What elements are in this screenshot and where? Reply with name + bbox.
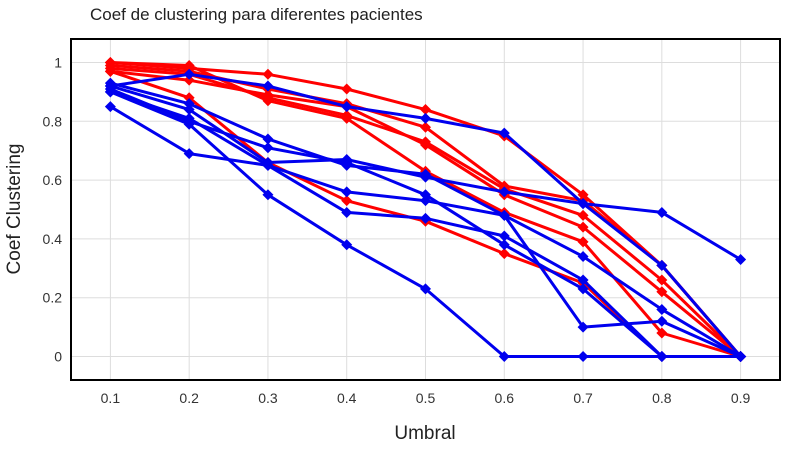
x-tick-labels: 0.1 0.2 0.3 0.4 0.5 0.6 0.7 0.8 0.9 — [101, 390, 751, 406]
data-point-marker — [341, 83, 353, 95]
y-axis-label: Coef Clustering — [4, 144, 25, 275]
data-point-marker — [577, 198, 589, 210]
data-point-marker — [104, 80, 116, 92]
x-tick-label: 0.5 — [416, 390, 436, 406]
x-axis-label: Umbral — [394, 423, 455, 444]
grid — [71, 39, 780, 380]
data-point-marker — [577, 283, 589, 295]
data-point-marker — [341, 101, 353, 113]
data-point-marker — [341, 206, 353, 218]
data-point-marker — [420, 121, 431, 133]
data-point-marker — [262, 189, 274, 201]
data-point-marker — [183, 59, 195, 71]
data-point-marker — [498, 239, 510, 251]
data-point-marker — [341, 195, 353, 207]
data-point-marker — [656, 327, 668, 339]
x-tick-label: 0.4 — [337, 390, 357, 406]
data-point-marker — [420, 171, 431, 183]
data-point-marker — [262, 142, 274, 154]
data-point-marker — [577, 350, 589, 362]
data-point-marker — [341, 112, 353, 124]
data-point-marker — [341, 154, 353, 166]
data-point-marker — [498, 350, 510, 362]
series-blue-13 — [104, 86, 747, 362]
data-point-marker — [498, 209, 510, 221]
y-tick-labels: 0 0.2 0.4 0.6 0.8 1 — [43, 55, 63, 365]
data-point-marker — [656, 303, 668, 315]
data-point-marker — [498, 248, 510, 260]
data-point-marker — [577, 236, 589, 248]
data-point-marker — [577, 251, 589, 263]
data-point-marker — [183, 68, 195, 80]
data-point-marker — [104, 101, 116, 113]
data-point-marker — [735, 253, 747, 265]
data-point-marker — [341, 239, 353, 251]
data-point-marker — [420, 112, 431, 124]
y-tick-label: 0.8 — [43, 113, 63, 129]
data-point-marker — [262, 156, 274, 168]
data-point-marker — [656, 315, 668, 327]
data-point-marker — [420, 212, 431, 224]
data-point-marker — [577, 321, 589, 333]
data-point-marker — [498, 186, 510, 198]
data-point-marker — [262, 89, 274, 101]
data-point-marker — [183, 74, 195, 86]
data-point-marker — [183, 118, 195, 130]
data-point-marker — [656, 286, 668, 298]
data-point-marker — [183, 92, 195, 104]
x-tick-label: 0.7 — [573, 390, 593, 406]
y-tick-label: 0 — [54, 348, 62, 364]
series-layer — [104, 57, 747, 362]
x-tick-label: 0.2 — [179, 390, 199, 406]
data-point-marker — [262, 80, 274, 92]
data-point-marker — [577, 221, 589, 233]
plot-frame — [70, 38, 781, 381]
data-point-marker — [420, 189, 431, 201]
y-tick-label: 0.2 — [43, 290, 63, 306]
y-tick-label: 0.6 — [43, 172, 63, 188]
data-point-marker — [656, 206, 668, 218]
data-point-marker — [104, 57, 116, 69]
data-point-marker — [183, 112, 195, 124]
y-tick-label: 0.4 — [43, 231, 63, 247]
data-point-marker — [577, 274, 589, 286]
data-point-marker — [183, 148, 195, 160]
x-tick-label: 0.1 — [101, 390, 121, 406]
data-point-marker — [183, 98, 195, 110]
data-point-marker — [420, 104, 431, 116]
data-point-marker — [183, 104, 195, 116]
data-point-marker — [656, 259, 668, 271]
data-point-marker — [577, 189, 589, 201]
data-point-marker — [735, 350, 747, 362]
data-point-marker — [104, 65, 116, 77]
data-point-marker — [420, 283, 431, 295]
x-tick-label: 0.3 — [258, 390, 278, 406]
chart-title: Coef de clustering para diferentes pacie… — [90, 5, 423, 24]
data-point-marker — [104, 86, 116, 98]
data-point-marker — [341, 186, 353, 198]
x-tick-label: 0.8 — [652, 390, 672, 406]
data-point-marker — [262, 95, 274, 107]
y-tick-label: 1 — [54, 55, 62, 71]
data-point-marker — [656, 350, 668, 362]
data-point-marker — [577, 209, 589, 221]
data-point-marker — [498, 127, 510, 139]
data-point-marker — [420, 195, 431, 207]
data-point-marker — [420, 139, 431, 151]
x-tick-label: 0.6 — [495, 390, 515, 406]
data-point-marker — [498, 230, 510, 242]
data-point-marker — [262, 68, 274, 80]
x-tick-label: 0.9 — [731, 390, 751, 406]
data-point-marker — [656, 274, 668, 286]
data-point-marker — [262, 133, 274, 145]
series-blue-12 — [104, 80, 747, 265]
